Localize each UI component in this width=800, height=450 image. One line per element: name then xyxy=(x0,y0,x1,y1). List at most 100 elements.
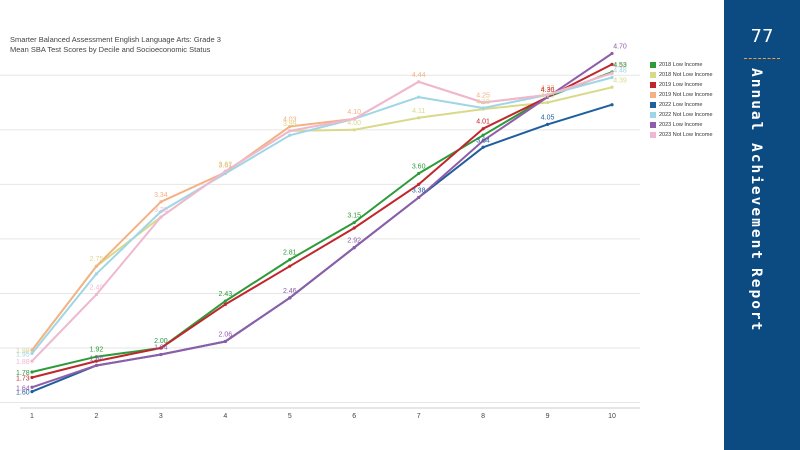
data-point-s0-6 xyxy=(417,172,420,175)
legend-label-0: 2018 Low Income xyxy=(659,62,702,69)
data-label-21: 2.81 xyxy=(283,250,297,257)
data-label-17: 2.43 xyxy=(219,291,233,298)
data-point-s4-0 xyxy=(30,390,33,393)
legend-label-7: 2023 Not Low Income xyxy=(659,132,713,139)
legend-item-1: 2018 Not Low Income xyxy=(650,70,713,80)
x-tick-label-2: 2 xyxy=(94,413,98,420)
data-point-s5-1 xyxy=(95,272,98,275)
data-label-7: 2.75 xyxy=(90,256,104,263)
data-label-41: 4.39 xyxy=(613,77,627,84)
data-point-s2-0 xyxy=(30,376,33,379)
x-tick-label-1: 1 xyxy=(30,413,34,420)
data-point-s7-4 xyxy=(288,129,291,132)
data-label-18: 2.06 xyxy=(219,331,233,338)
series-line-7 xyxy=(32,73,612,361)
data-point-s2-3 xyxy=(224,303,227,306)
data-point-s5-0 xyxy=(30,352,33,355)
data-point-s2-6 xyxy=(417,183,420,186)
data-label-25: 3.15 xyxy=(347,213,361,220)
legend-item-6: 2023 Low Income xyxy=(650,120,713,130)
chart-legend: 2018 Low Income 2018 Not Low Income 2019 L… xyxy=(650,60,713,140)
data-point-s6-6 xyxy=(417,196,420,199)
page-number: 77 xyxy=(724,26,800,47)
x-tick-label-10: 10 xyxy=(608,413,616,420)
data-point-s5-7 xyxy=(482,106,485,109)
data-label-32: 4.19 xyxy=(476,99,490,106)
data-label-43: 4.53 xyxy=(613,62,627,69)
data-label-28: 4.11 xyxy=(412,108,425,115)
data-point-s7-0 xyxy=(30,359,33,362)
data-point-s2-4 xyxy=(288,265,291,268)
legend-item-0: 2018 Low Income xyxy=(650,60,713,70)
data-label-20: 3.99 xyxy=(283,121,297,128)
data-point-s7-2 xyxy=(159,215,162,218)
x-tick-label-4: 4 xyxy=(223,413,227,420)
data-label-4: 1.73 xyxy=(16,375,30,382)
data-label-12: 3.20 xyxy=(154,207,168,214)
data-label-14: 1.94 xyxy=(154,345,168,352)
x-tick-label-5: 5 xyxy=(288,413,292,420)
data-point-s7-6 xyxy=(417,80,420,83)
x-tick-label-3: 3 xyxy=(159,413,163,420)
legend-label-5: 2022 Not Low Income xyxy=(659,112,713,119)
report-title-word-annual: Annual xyxy=(748,68,764,132)
legend-item-7: 2023 Not Low Income xyxy=(650,130,713,140)
x-tick-label-6: 6 xyxy=(352,413,356,420)
data-point-s7-3 xyxy=(224,170,227,173)
data-label-1: 1.95 xyxy=(16,351,30,358)
data-point-s6-5 xyxy=(353,246,356,249)
legend-label-4: 2022 Low Income xyxy=(659,102,702,109)
x-tick-label-7: 7 xyxy=(417,413,421,420)
data-point-s1-9 xyxy=(610,86,613,89)
report-title-word-achievement: Achievement xyxy=(748,143,764,261)
data-label-16: 3.62 xyxy=(219,161,233,168)
data-label-34: 3.84 xyxy=(476,137,490,144)
data-label-26: 2.92 xyxy=(347,238,361,245)
data-point-s1-5 xyxy=(353,128,356,131)
data-label-6: 1.64 xyxy=(16,385,30,392)
legend-item-5: 2022 Not Low Income xyxy=(650,110,713,120)
report-title-word-report: Report xyxy=(748,268,764,332)
data-point-s4-7 xyxy=(482,146,485,149)
legend-item-2: 2019 Low Income xyxy=(650,80,713,90)
legend-swatch-2 xyxy=(650,82,656,88)
legend-swatch-5 xyxy=(650,112,656,118)
data-point-s1-6 xyxy=(417,116,420,119)
data-point-s2-7 xyxy=(482,127,485,130)
report-title: Annual Achievement Report xyxy=(748,68,776,338)
data-point-s4-8 xyxy=(546,123,549,126)
data-point-s5-4 xyxy=(288,134,291,137)
data-point-s6-2 xyxy=(159,353,162,356)
data-point-s1-8 xyxy=(546,101,549,104)
data-label-33: 4.01 xyxy=(476,119,490,126)
data-label-11: 3.34 xyxy=(154,192,168,199)
legend-item-4: 2022 Low Income xyxy=(650,100,713,110)
data-point-s0-0 xyxy=(30,370,33,373)
data-point-s2-5 xyxy=(353,226,356,229)
side-panel: 77 Annual Achievement Report xyxy=(724,0,800,450)
line-chart: 1 2 3 4 5 6 7 8 9 10 1.981.951.88 1.781.73 1.601.64 2… xyxy=(0,0,720,450)
legend-swatch-4 xyxy=(650,102,656,108)
data-point-s4-9 xyxy=(610,103,613,106)
data-label-8: 2.49 xyxy=(90,285,104,292)
legend-swatch-6 xyxy=(650,122,656,128)
legend-label-6: 2023 Low Income xyxy=(659,122,702,129)
data-label-2: 1.88 xyxy=(16,359,30,366)
legend-label-2: 2019 Low Income xyxy=(659,82,702,89)
side-divider xyxy=(744,58,780,59)
data-point-s0-5 xyxy=(353,221,356,224)
legend-item-3: 2019 Not Low Income xyxy=(650,90,713,100)
series-line-0 xyxy=(32,72,612,372)
data-label-22: 2.46 xyxy=(283,288,297,295)
x-tick-label-9: 9 xyxy=(546,413,550,420)
data-label-24: 4.00 xyxy=(347,120,361,127)
data-label-29: 3.60 xyxy=(412,163,426,170)
data-label-9: 1.92 xyxy=(90,347,104,354)
data-label-38: 4.05 xyxy=(541,114,555,121)
data-point-s7-1 xyxy=(95,293,98,296)
data-point-s0-3 xyxy=(224,299,227,302)
data-point-s6-9 xyxy=(610,52,613,55)
data-label-42: 4.70 xyxy=(613,43,627,50)
data-label-10: 1.84 xyxy=(90,355,104,362)
data-point-s3-1 xyxy=(95,265,98,268)
